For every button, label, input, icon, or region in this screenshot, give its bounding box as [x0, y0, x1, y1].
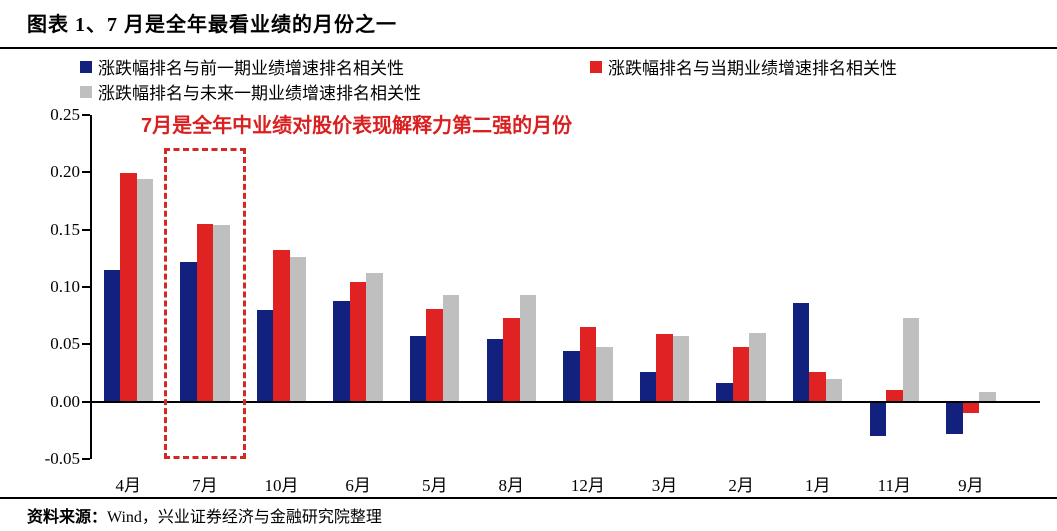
y-axis-label: 0.20 — [50, 162, 80, 182]
bar-gray-10月 — [289, 257, 307, 402]
bar-red-5月 — [426, 308, 443, 402]
x-axis-label-10月: 10月 — [264, 476, 299, 495]
y-axis-label: -0.05 — [44, 449, 80, 468]
bar-gray-11月 — [902, 317, 920, 402]
bar-gray-4月 — [136, 179, 154, 402]
x-axis-label-8月: 8月 — [498, 476, 525, 495]
bar-red-7月 — [196, 223, 214, 402]
bar-gray-5月 — [442, 295, 460, 402]
y-axis-tick — [82, 343, 90, 346]
source-divider — [0, 497, 1057, 499]
bar-gray-2月 — [749, 332, 766, 402]
legend-swatch-gray-icon — [80, 85, 92, 98]
zero-axis-line — [90, 400, 1040, 403]
bar-gray-8月 — [519, 295, 537, 402]
bar-blue-12月 — [563, 351, 580, 402]
bar-gray-1月 — [825, 378, 843, 402]
x-axis-label-11月: 11月 — [877, 476, 911, 495]
source-text: Wind，兴业证券经济与金融研究院整理 — [107, 509, 382, 526]
bar-blue-5月 — [409, 336, 427, 402]
bar-blue-3月 — [639, 371, 657, 402]
bar-blue-7月 — [180, 261, 197, 402]
legend-item-prev-period: 涨跌幅排名与前一期业绩增速排名相关性 — [80, 54, 404, 79]
bar-red-6月 — [349, 282, 367, 402]
y-axis-tick — [82, 400, 90, 403]
y-axis-tick — [82, 458, 90, 460]
y-axis-label: 0.00 — [50, 391, 80, 411]
x-axis-label-12月: 12月 — [570, 476, 605, 495]
source-prefix: 资料来源： — [27, 509, 108, 526]
x-axis-label-7月: 7月 — [192, 476, 218, 495]
title-divider — [0, 47, 1057, 49]
bar-red-1月 — [809, 371, 826, 402]
y-axis-line — [90, 115, 92, 459]
bar-red-9月 — [962, 401, 980, 414]
bar-red-8月 — [503, 317, 520, 402]
bar-blue-2月 — [716, 383, 733, 402]
bar-blue-4月 — [103, 269, 121, 402]
bar-red-2月 — [732, 346, 750, 402]
highlight-dashed-box — [163, 148, 246, 459]
legend-item-current-period: 涨跌幅排名与当期业绩增速排名相关性 — [590, 54, 897, 79]
legend-label: 涨跌幅排名与当期业绩增速排名相关性 — [608, 59, 897, 78]
bar-blue-11月 — [869, 401, 887, 437]
chart-legend: 涨跌幅排名与前一期业绩增速排名相关性 涨跌幅排名与当期业绩增速排名相关性 涨跌幅… — [0, 0, 1057, 110]
bar-red-11月 — [886, 390, 903, 402]
bar-gray-6月 — [366, 273, 383, 402]
bar-red-10月 — [273, 250, 290, 402]
bar-gray-12月 — [596, 346, 613, 402]
bar-blue-9月 — [946, 401, 963, 434]
x-axis-label-2月: 2月 — [728, 476, 754, 495]
bar-blue-1月 — [792, 303, 810, 402]
bar-gray-9月 — [979, 392, 996, 402]
bar-red-3月 — [656, 334, 673, 402]
bar-blue-10月 — [256, 309, 274, 402]
y-axis-label: 0.10 — [50, 277, 80, 296]
bar-red-12月 — [579, 327, 597, 402]
y-axis-label: 0.15 — [50, 219, 80, 239]
legend-label: 涨跌幅排名与未来一期业绩增速排名相关性 — [98, 84, 421, 103]
x-axis-label-4月: 4月 — [115, 476, 142, 495]
y-axis-tick — [82, 228, 90, 231]
y-axis-label: 0.25 — [50, 105, 80, 124]
x-axis-label-1月: 1月 — [804, 476, 831, 495]
bar-red-4月 — [120, 173, 137, 402]
figure-title: 图表 1、7 月是全年最看业绩的月份之一 — [27, 14, 397, 36]
x-axis-label-9月: 9月 — [958, 476, 984, 495]
bar-blue-8月 — [486, 338, 504, 402]
chart-annotation: 7月是全年中业绩对股价表现解释力第二强的月份 — [141, 115, 573, 137]
legend-swatch-red-icon — [590, 60, 602, 73]
y-axis-label: 0.05 — [50, 334, 80, 354]
y-axis-tick — [82, 171, 90, 174]
legend-label: 涨跌幅排名与前一期业绩增速排名相关性 — [98, 59, 404, 78]
source-note: 资料来源：Wind，兴业证券经济与金融研究院整理 — [27, 503, 382, 527]
y-axis-tick — [82, 286, 90, 288]
x-axis-label-5月: 5月 — [421, 476, 448, 495]
y-axis-tick — [82, 114, 90, 116]
bar-chart-plot: 0.25 0.20 0.15 0.10 0.05 0.00 -0.05 4月 7月 10月 6月 5月… — [45, 105, 1040, 495]
bar-blue-6月 — [333, 300, 350, 402]
bar-gray-3月 — [672, 336, 690, 402]
legend-item-next-period: 涨跌幅排名与未来一期业绩增速排名相关性 — [80, 79, 421, 104]
bar-gray-7月 — [213, 225, 230, 402]
x-axis-label-6月: 6月 — [345, 476, 371, 495]
legend-swatch-blue-icon — [80, 60, 92, 73]
x-axis-label-3月: 3月 — [651, 476, 678, 495]
